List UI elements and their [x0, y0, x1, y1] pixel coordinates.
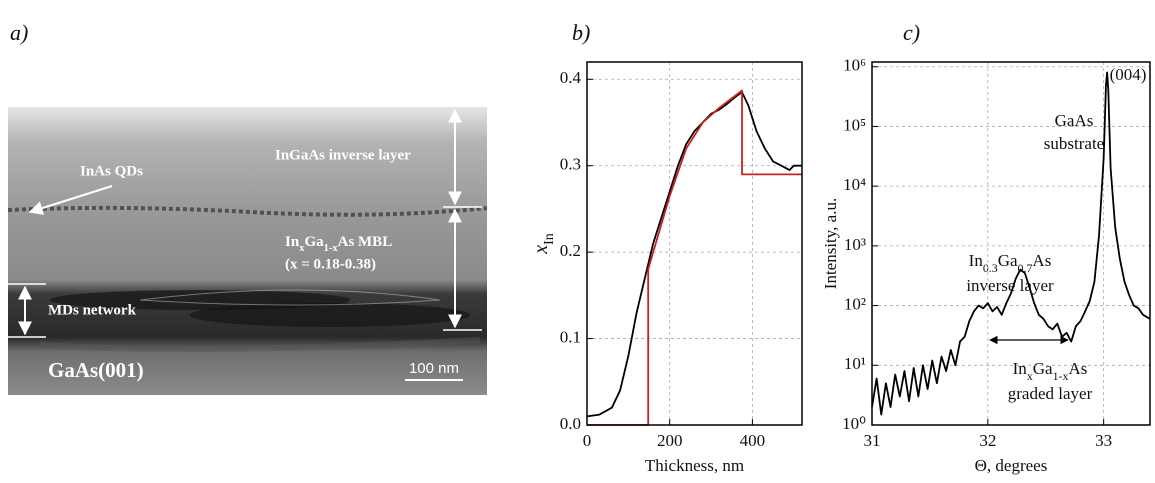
- annotation: InxGa1-xAs MBL: [285, 234, 392, 253]
- text-part: Ga: [1033, 359, 1053, 378]
- data-line: [871, 71, 1151, 416]
- x-tick-label: 0: [583, 431, 592, 450]
- x-tick-label: 33: [1095, 431, 1112, 450]
- y-tick-label: 0.0: [560, 414, 581, 433]
- y-tick-label: 10⁶: [843, 56, 866, 75]
- y-tick-label: 0.1: [560, 327, 581, 346]
- x-axis-label: Θ, degrees: [975, 456, 1048, 475]
- panel-label: c): [903, 20, 920, 45]
- annotation: (x = 0.18-0.38): [285, 256, 376, 272]
- text-part: x: [1027, 369, 1033, 383]
- annotation: (004): [1110, 65, 1147, 84]
- data-line: [586, 91, 802, 418]
- x-tick-label: 32: [979, 431, 996, 450]
- text-part: In: [1013, 359, 1028, 378]
- plot-frame: [871, 61, 1151, 426]
- y-tick-label: 10²: [844, 294, 866, 313]
- y-tick-label: 0.2: [560, 241, 581, 260]
- annotation: GaAs: [1055, 111, 1094, 130]
- y-tick-label: 10⁵: [843, 115, 866, 134]
- x-tick-label: 31: [864, 431, 881, 450]
- text-part: As MBL: [338, 234, 393, 250]
- scale-label: 100 nm: [409, 360, 459, 377]
- text-part: Ga: [998, 251, 1018, 270]
- text-part: 0.3: [983, 261, 998, 275]
- annotation: substrate: [1044, 134, 1104, 153]
- y-axis-label: xIn: [530, 233, 557, 255]
- text-part: In: [969, 251, 984, 270]
- annotation: graded layer: [1008, 384, 1093, 403]
- text-part: In: [542, 233, 557, 245]
- y-tick-label: 0.4: [560, 68, 582, 87]
- annotation: MDs network: [48, 302, 137, 318]
- plot-frame: [586, 61, 803, 426]
- x-tick-label: 400: [740, 431, 766, 450]
- text-part: In: [285, 234, 300, 250]
- y-axis-label: Intensity, a.u.: [821, 198, 840, 289]
- panel-label: a): [10, 20, 28, 45]
- annotation: InAs QDs: [80, 163, 143, 179]
- y-tick-label: 0.3: [560, 155, 581, 174]
- y-tick-label: 10⁰: [842, 414, 866, 433]
- text-part: 1-x: [324, 243, 339, 254]
- panel-label: b): [572, 20, 590, 45]
- tem-image: [7, 107, 488, 395]
- text-part: Ga: [304, 234, 324, 250]
- text-part: As: [1032, 251, 1051, 270]
- text-part: x: [299, 243, 305, 254]
- annotation: InGaAs inverse layer: [275, 147, 411, 163]
- x-axis-label: Thickness, nm: [645, 456, 744, 475]
- annotation: InxGa1-xAs: [1013, 359, 1088, 383]
- text-part: x: [530, 245, 552, 255]
- data-line: [587, 89, 802, 426]
- y-tick-label: 10⁴: [843, 175, 866, 194]
- text-part: 1-x: [1053, 369, 1069, 383]
- arrow: [28, 185, 113, 215]
- y-tick-label: 10¹: [844, 354, 866, 373]
- y-tick-label: 10³: [844, 235, 866, 254]
- annotation: inverse layer: [966, 276, 1054, 295]
- annotation: GaAs(001): [48, 358, 144, 382]
- annotation: In0.3Ga0.7As: [969, 251, 1052, 275]
- text-part: As: [1068, 359, 1087, 378]
- x-tick-label: 200: [657, 431, 683, 450]
